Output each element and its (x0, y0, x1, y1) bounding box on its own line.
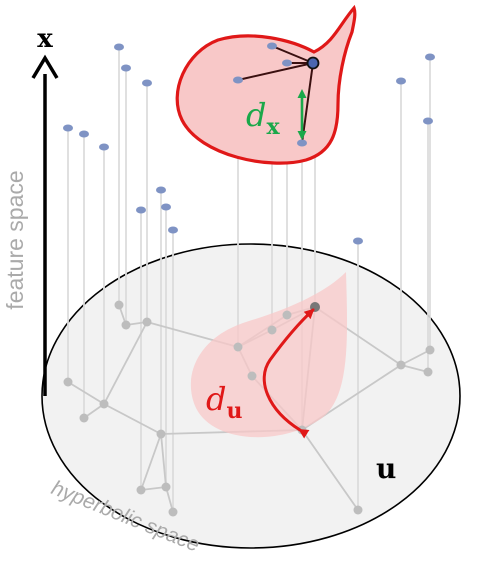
du-label: du (206, 380, 242, 424)
feature-neighborhood-blob (175, 4, 357, 165)
feature-space-label: feature space (2, 170, 28, 309)
dx-label: dx (246, 96, 280, 140)
projection-lines (67, 46, 431, 512)
disk-nodes (63, 300, 435, 517)
feature-nodes (63, 42, 435, 245)
hyperbolic-distance-path (262, 308, 315, 439)
axis-arrow-head (31, 54, 59, 79)
feature-target-node (306, 56, 320, 70)
u-label: u (376, 452, 396, 485)
x-axis-label: x (37, 24, 53, 54)
